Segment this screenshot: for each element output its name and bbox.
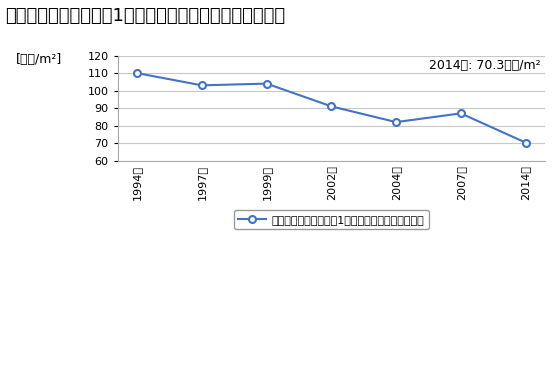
- 飲食料品小売業の店舗1平米当たり年間商品販売額: [198, 83, 205, 87]
- 飲食料品小売業の店舗1平米当たり年間商品販売額: [134, 71, 141, 75]
- 飲食料品小売業の店舗1平米当たり年間商品販売額: [393, 120, 399, 124]
- 飲食料品小売業の店舗1平米当たり年間商品販売額: [328, 104, 335, 109]
- Text: 飲食料品小売業の店舗1平米当たり年間商品販売額の推移: 飲食料品小売業の店舗1平米当たり年間商品販売額の推移: [6, 7, 286, 25]
- Y-axis label: [万円/m²]: [万円/m²]: [16, 53, 62, 67]
- Text: 2014年: 70.3万円/m²: 2014年: 70.3万円/m²: [429, 59, 541, 72]
- 飲食料品小売業の店舗1平米当たり年間商品販売額: [458, 111, 464, 116]
- 飲食料品小売業の店舗1平米当たり年間商品販売額: [522, 141, 529, 145]
- 飲食料品小売業の店舗1平米当たり年間商品販売額: [263, 81, 270, 86]
- Legend: 飲食料品小売業の店舗1平米当たり年間商品販売額: 飲食料品小売業の店舗1平米当たり年間商品販売額: [234, 210, 429, 229]
- Line: 飲食料品小売業の店舗1平米当たり年間商品販売額: 飲食料品小売業の店舗1平米当たり年間商品販売額: [134, 70, 529, 146]
